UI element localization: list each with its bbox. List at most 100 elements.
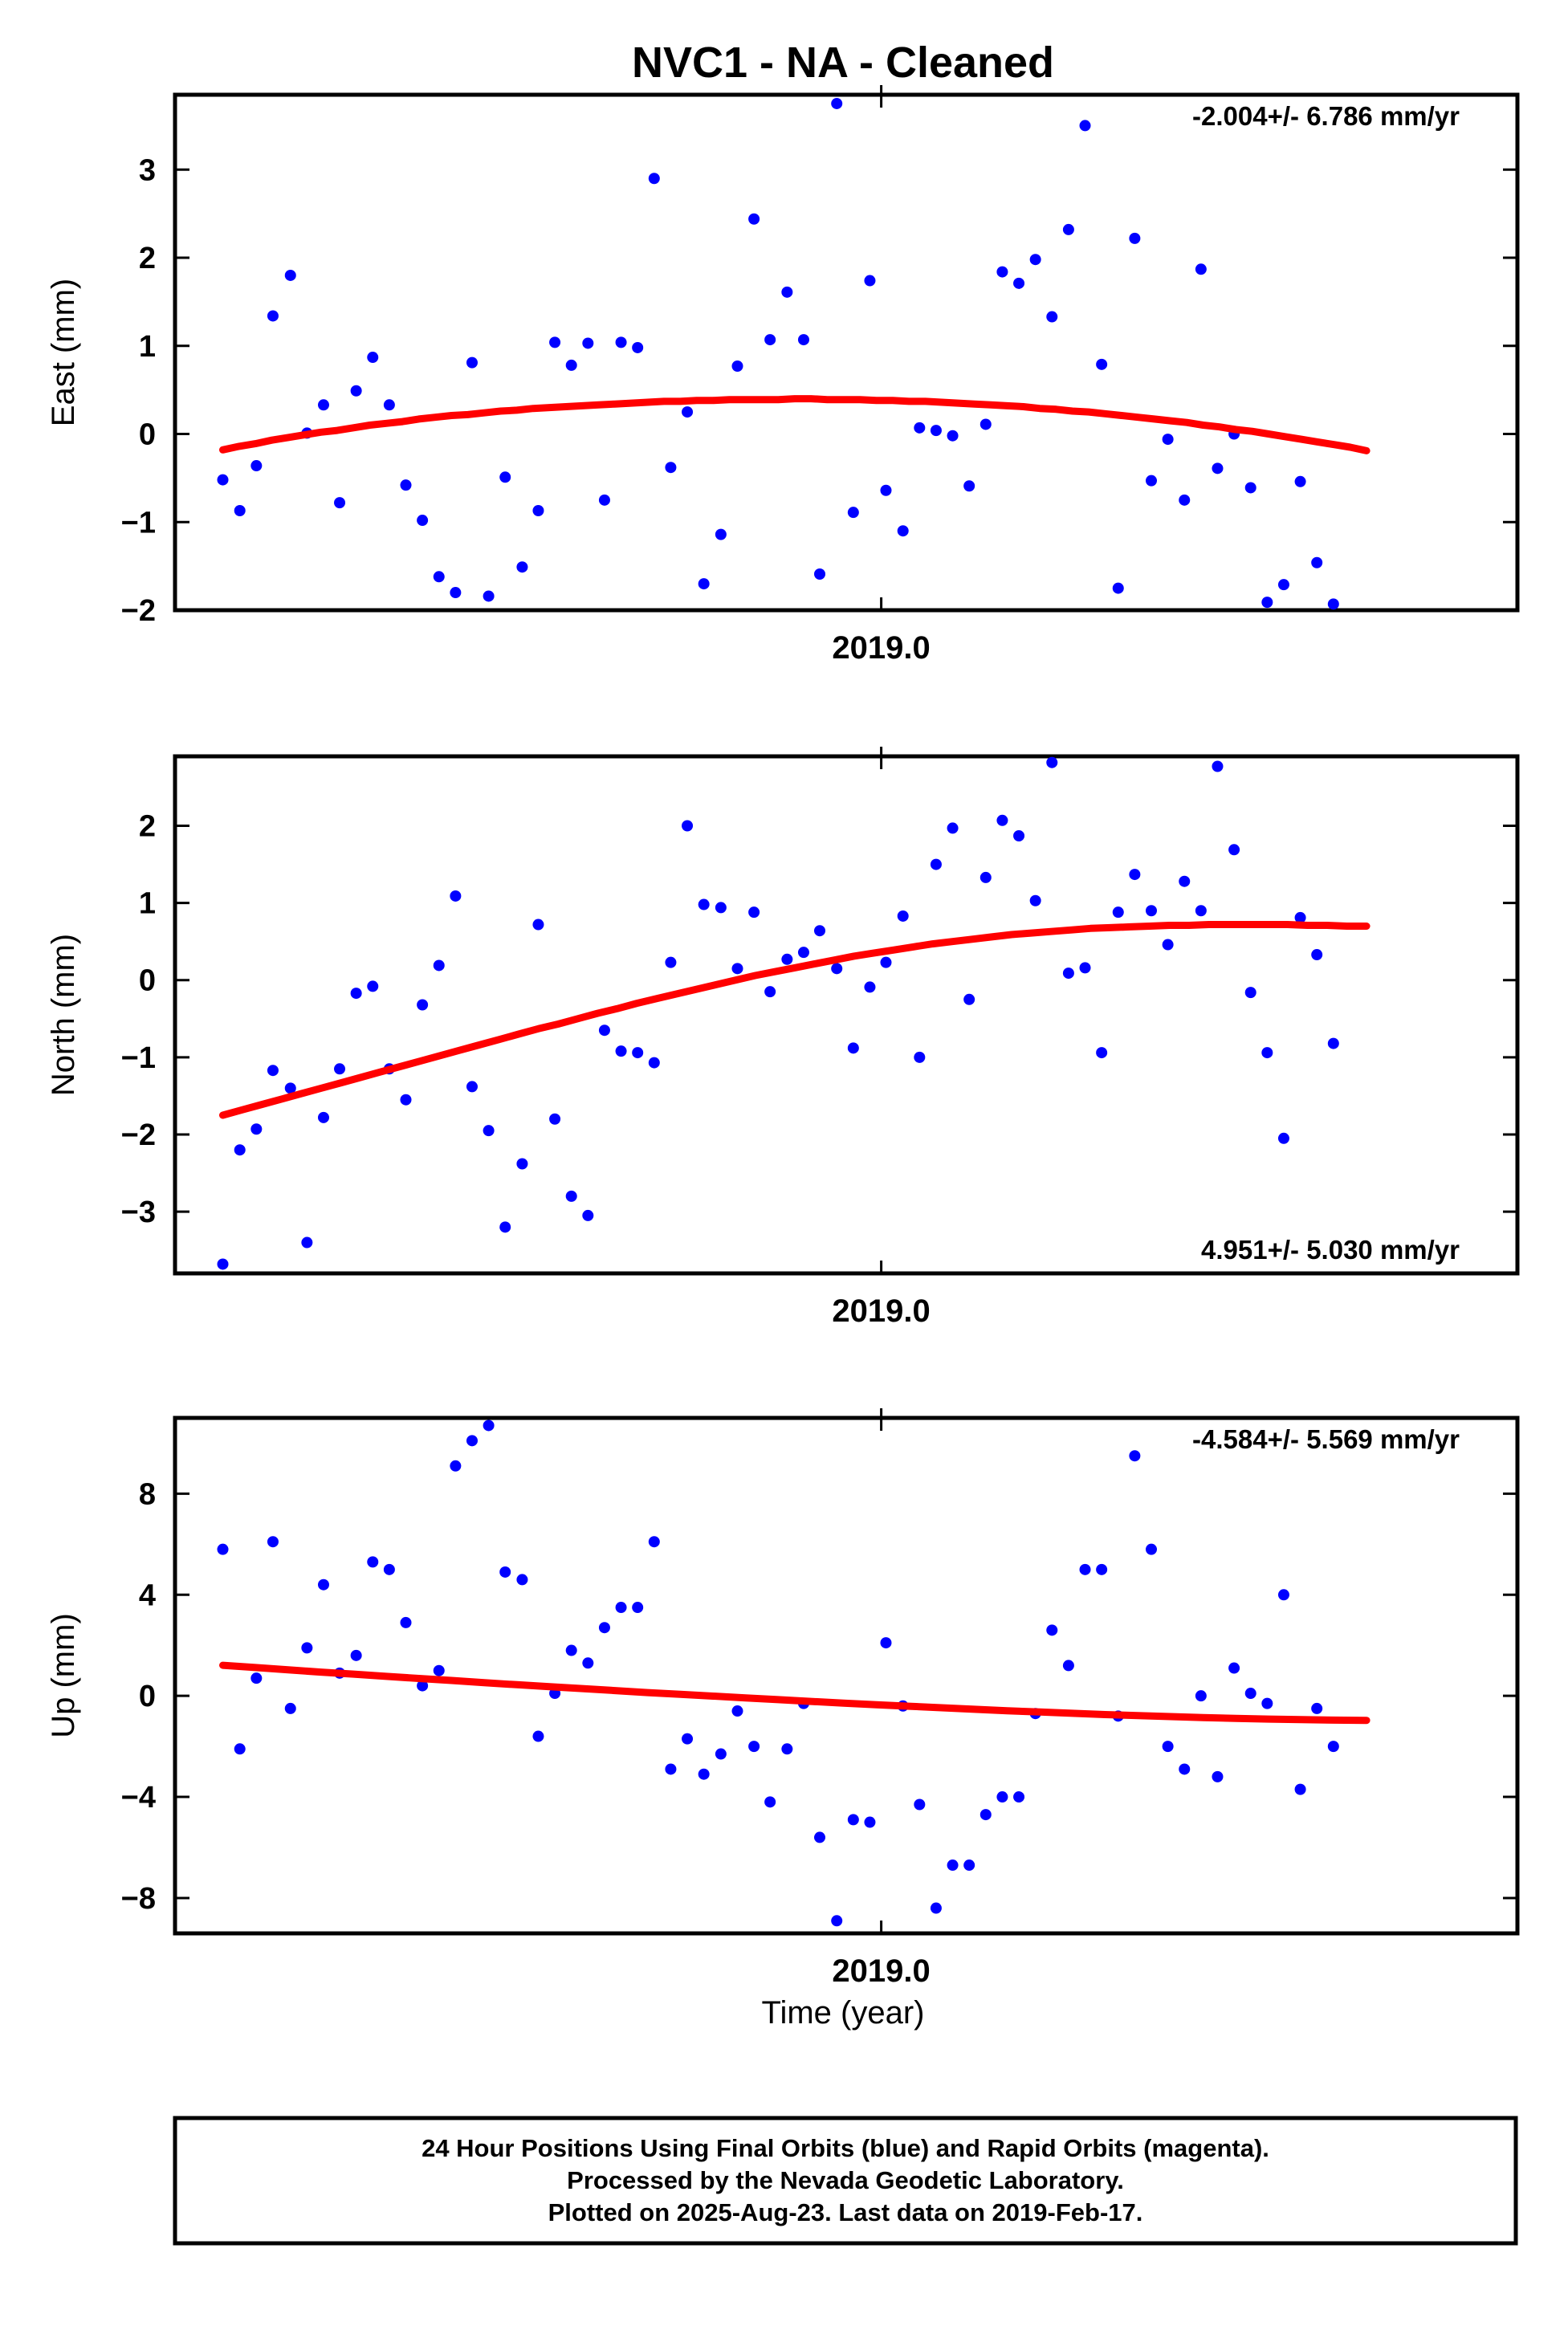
- north-data-point: [648, 1057, 660, 1069]
- up-data-point: [1162, 1741, 1174, 1753]
- up-data-point: [947, 1860, 959, 1872]
- east-data-point: [615, 336, 627, 348]
- east-data-point: [1029, 254, 1041, 266]
- north-data-point: [499, 1221, 511, 1233]
- up-ytick-label: −4: [121, 1781, 156, 1815]
- up-data-point: [1013, 1791, 1025, 1803]
- east-data-point: [317, 399, 329, 411]
- east-data-point: [648, 173, 660, 185]
- up-data-point: [284, 1702, 296, 1714]
- up-data-point: [1277, 1589, 1289, 1601]
- east-data-point: [1212, 462, 1224, 475]
- east-data-point: [963, 480, 975, 492]
- north-y-axis-label: North (mm): [46, 934, 81, 1096]
- north-data-point: [814, 925, 826, 937]
- north-data-point: [1261, 1047, 1273, 1059]
- north-data-point: [234, 1144, 246, 1156]
- east-data-point: [665, 462, 677, 474]
- east-data-point: [831, 97, 843, 109]
- east-data-point: [1261, 597, 1273, 609]
- up-data-point: [748, 1741, 760, 1753]
- east-data-point: [1179, 494, 1191, 506]
- up-data-point: [698, 1768, 710, 1780]
- up-data-point: [483, 1420, 495, 1432]
- up-data-point: [731, 1705, 743, 1717]
- east-data-point: [781, 286, 793, 298]
- up-data-point: [516, 1574, 528, 1586]
- east-data-point: [715, 528, 727, 540]
- east-data-point: [632, 341, 644, 353]
- north-data-point: [698, 898, 710, 910]
- up-data-point: [1244, 1688, 1256, 1700]
- north-data-point: [1228, 844, 1240, 856]
- north-data-point: [1096, 1047, 1108, 1059]
- east-data-point: [433, 571, 445, 583]
- east-data-point: [1195, 263, 1207, 275]
- east-data-point: [731, 360, 743, 373]
- up-data-point: [1062, 1660, 1074, 1672]
- north-data-point: [301, 1236, 313, 1249]
- east-data-point: [1046, 311, 1058, 323]
- up-data-point: [880, 1637, 892, 1649]
- up-data-point: [598, 1622, 610, 1634]
- up-data-point: [1129, 1450, 1141, 1462]
- up-data-point: [234, 1743, 246, 1755]
- up-data-point: [400, 1616, 412, 1628]
- east-data-point: [1162, 434, 1174, 446]
- east-ytick-label: 3: [139, 153, 156, 187]
- north-data-point: [897, 910, 909, 922]
- east-data-point: [764, 334, 776, 346]
- east-data-point: [1112, 582, 1124, 594]
- east-data-point: [979, 418, 992, 430]
- east-data-point: [1327, 598, 1339, 610]
- north-data-point: [466, 1081, 478, 1093]
- north-data-point: [417, 999, 429, 1011]
- up-data-point: [499, 1566, 511, 1578]
- east-data-point: [367, 352, 379, 364]
- east-data-point: [1277, 579, 1289, 591]
- north-ytick-label: −1: [121, 1041, 156, 1075]
- up-data-point: [715, 1748, 727, 1760]
- north-data-point: [1029, 894, 1041, 906]
- up-data-point: [367, 1556, 379, 1568]
- north-data-point: [267, 1065, 279, 1077]
- east-marks: [217, 97, 1370, 610]
- up-data-point: [301, 1642, 313, 1654]
- north-ytick-label: −2: [121, 1118, 156, 1152]
- north-data-point: [1244, 987, 1256, 999]
- north-data-point: [598, 1024, 610, 1037]
- up-xtick-label: 2019.0: [832, 1953, 930, 1989]
- up-data-point: [532, 1730, 544, 1742]
- up-rate-label: -4.584+/- 5.569 mm/yr: [1192, 1424, 1460, 1454]
- north-data-point: [947, 822, 959, 834]
- north-data-point: [682, 820, 694, 832]
- panel-east: −2 −1 0 1 2 3 2019.0 East (mm) -2.004+/- 6.786 m…: [46, 85, 1520, 666]
- north-data-point: [582, 1209, 594, 1221]
- north-data-point: [1129, 869, 1141, 881]
- east-rate-label: -2.004+/- 6.786 mm/yr: [1192, 101, 1460, 131]
- north-data-point: [1079, 962, 1091, 974]
- north-data-point: [797, 947, 809, 959]
- x-axis-label: Time (year): [762, 1995, 925, 2031]
- east-data-point: [1079, 120, 1091, 132]
- north-data-point: [1311, 949, 1323, 961]
- up-data-point: [450, 1460, 462, 1472]
- north-data-point: [217, 1258, 229, 1270]
- up-data-point: [996, 1791, 1008, 1803]
- east-data-point: [549, 336, 561, 348]
- north-xtick-label: 2019.0: [832, 1293, 930, 1329]
- north-ytick-label: −3: [121, 1196, 156, 1229]
- up-data-point: [1311, 1702, 1323, 1714]
- east-data-point: [814, 568, 826, 580]
- north-data-point: [1212, 760, 1224, 772]
- north-data-point: [748, 906, 760, 919]
- north-data-point: [632, 1047, 644, 1059]
- footer-line-2: Processed by the Nevada Geodetic Laborat…: [567, 2166, 1124, 2194]
- north-data-point: [963, 993, 975, 1005]
- up-data-point: [930, 1902, 942, 1914]
- north-data-point: [532, 919, 544, 931]
- east-data-point: [450, 587, 462, 599]
- east-data-point: [748, 213, 760, 225]
- east-plot-frame: [173, 92, 1520, 613]
